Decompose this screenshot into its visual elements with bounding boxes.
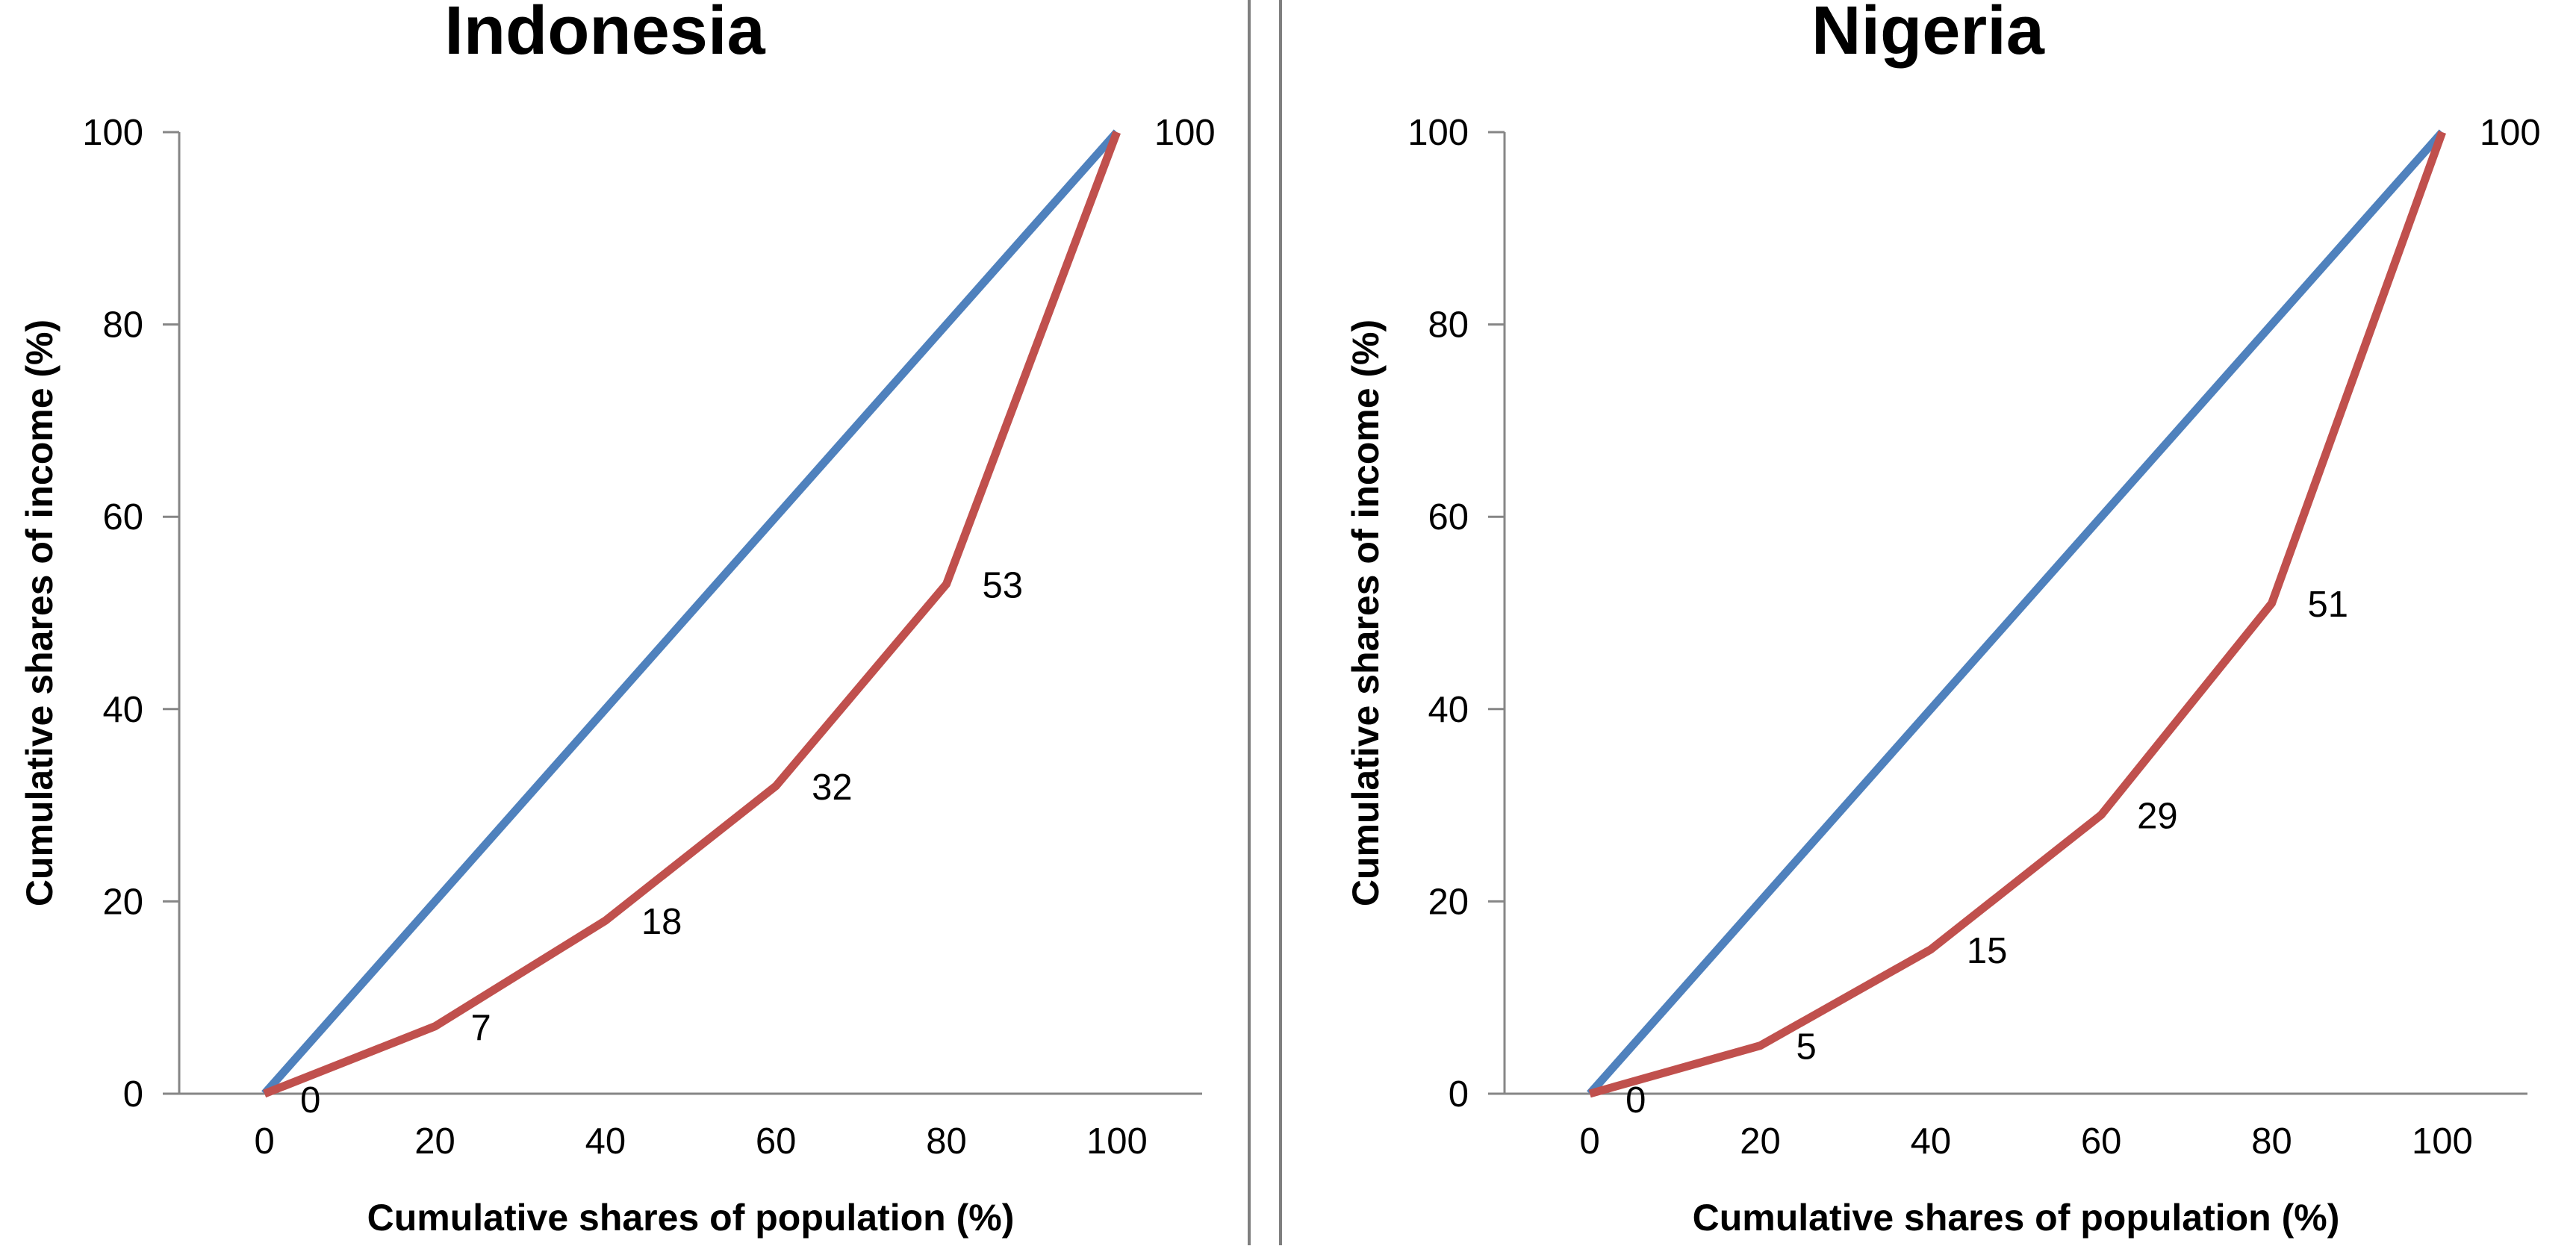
nigeria-x-tick-label: 80	[2251, 1121, 2292, 1162]
nigeria-x-tick-label: 0	[1580, 1121, 1600, 1162]
nigeria-y-tick-label: 100	[1407, 113, 1469, 153]
indonesia-data-label: 53	[983, 565, 1024, 605]
nigeria-data-label: 0	[1625, 1080, 1646, 1121]
nigeria-chart-title: Nigeria	[1811, 0, 2045, 69]
indonesia-y-tick-label: 80	[102, 305, 143, 346]
nigeria-data-label: 51	[2308, 585, 2349, 625]
indonesia-y-tick-label: 60	[102, 497, 143, 538]
indonesia-x-tick-label: 20	[414, 1121, 455, 1162]
nigeria-data-label: 15	[1967, 931, 2008, 971]
nigeria-x-tick-label: 100	[2412, 1121, 2473, 1162]
nigeria-data-label: 100	[2480, 113, 2541, 153]
indonesia-x-tick-label: 80	[926, 1121, 967, 1162]
indonesia-y-tick-label: 20	[102, 882, 143, 922]
nigeria-y-axis-label: Cumulative shares of income (%)	[1345, 320, 1387, 906]
nigeria-x-axis-label: Cumulative shares of population (%)	[1693, 1197, 2340, 1239]
nigeria-equality-line	[1587, 129, 2445, 1097]
indonesia-x-tick-label: 60	[756, 1121, 797, 1162]
indonesia-chart-title: Indonesia	[444, 0, 765, 69]
indonesia-data-label: 18	[641, 902, 682, 942]
indonesia-data-label: 0	[300, 1080, 320, 1121]
indonesia-y-tick-label: 40	[102, 690, 143, 730]
indonesia-x-tick-label: 40	[585, 1121, 626, 1162]
indonesia-x-tick-label: 100	[1086, 1121, 1148, 1162]
indonesia-equality-line	[261, 129, 1120, 1097]
indonesia-data-label: 7	[471, 1008, 491, 1048]
indonesia-x-axis-label: Cumulative shares of population (%)	[367, 1197, 1015, 1239]
nigeria-data-label: 5	[1796, 1027, 1817, 1068]
indonesia-y-axis-label: Cumulative shares of income (%)	[19, 320, 60, 906]
indonesia-data-label: 100	[1154, 113, 1216, 153]
indonesia-data-label: 32	[812, 767, 853, 808]
nigeria-y-tick-label: 40	[1428, 690, 1469, 730]
nigeria-data-label: 29	[2137, 796, 2178, 836]
nigeria-y-tick-label: 20	[1428, 882, 1469, 922]
nigeria-x-tick-label: 40	[1911, 1121, 1952, 1162]
nigeria-x-tick-label: 20	[1740, 1121, 1781, 1162]
nigeria-x-tick-label: 60	[2081, 1121, 2122, 1162]
nigeria-y-tick-label: 80	[1428, 305, 1469, 346]
indonesia-x-tick-label: 0	[255, 1121, 275, 1162]
indonesia-y-tick-label: 100	[82, 113, 143, 153]
indonesia-y-tick-label: 0	[123, 1074, 143, 1115]
nigeria-y-tick-label: 60	[1428, 497, 1469, 538]
indonesia-lorenz-curve	[263, 131, 1121, 1098]
nigeria-lorenz-curve	[1588, 131, 2446, 1098]
nigeria-y-tick-label: 0	[1449, 1074, 1469, 1115]
